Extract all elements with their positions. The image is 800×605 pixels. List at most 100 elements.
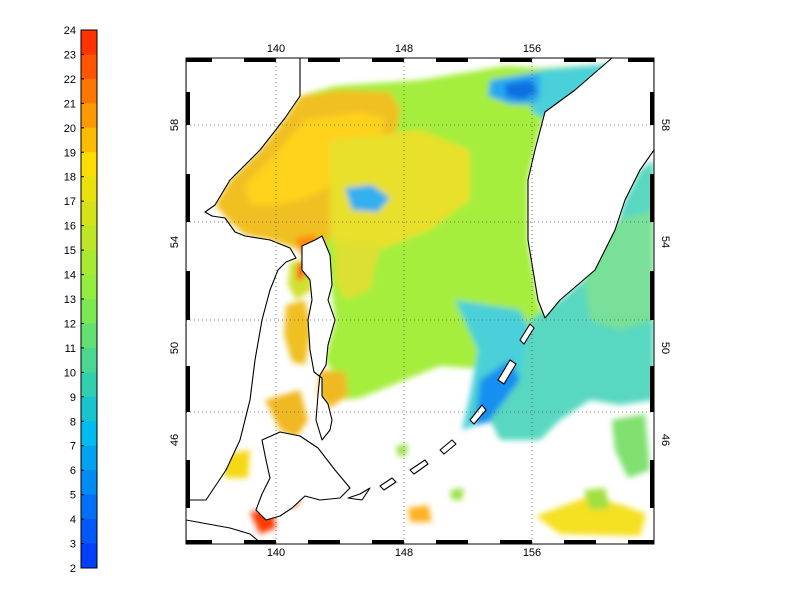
colorbar-tick-label: 12 (64, 318, 76, 330)
right-lat-label-50: 50 (659, 342, 671, 354)
border-bar-bottom (308, 540, 340, 544)
land (186, 58, 654, 544)
border-bar-bottom (500, 540, 532, 544)
colorbar-cell (81, 176, 97, 202)
map-border-bars (186, 58, 654, 544)
bottom-lon-labels: 140 148 156 (267, 547, 541, 559)
bottom-lon-label-148: 148 (395, 547, 413, 559)
colorbar-tick-label: 21 (64, 98, 76, 110)
land-kuril-3 (409, 459, 429, 475)
sst-yellow-west (335, 240, 380, 300)
map-panel: 140 148 156 140 148 156 58 54 50 46 58 5… (169, 43, 671, 559)
colorbar-tick-label: 22 (64, 74, 76, 86)
border-bar-top (308, 58, 340, 62)
border-bar-bottom (564, 540, 596, 544)
land-kuril-7 (519, 323, 535, 345)
land-kamchatka (527, 58, 654, 319)
top-lon-label-156: 156 (523, 43, 541, 55)
border-bar-left (186, 271, 190, 320)
colorbar-tick-label: 3 (70, 539, 76, 551)
sst-field (215, 64, 654, 536)
border-bar-left (186, 92, 190, 125)
sst-se-yellow (536, 496, 646, 536)
land-kuril-5 (469, 404, 487, 425)
border-bar-left (186, 174, 190, 222)
colorbar-cell (81, 274, 97, 300)
colorbar-tick-label: 11 (65, 343, 76, 355)
colorbar-tick-label: 13 (64, 294, 76, 306)
colorbar-cell (81, 78, 97, 104)
map-content (186, 58, 654, 544)
land-siberia (186, 58, 301, 501)
colorbar-tick-label: 6 (70, 465, 76, 477)
top-lon-label-148: 148 (395, 43, 413, 55)
sst-green-dot-2 (396, 444, 408, 456)
right-lat-label-46: 46 (659, 434, 671, 446)
colorbar-cell (81, 54, 97, 80)
sst-pacific-east-patch (612, 414, 650, 478)
border-bar-top (500, 58, 532, 62)
left-lat-labels: 58 54 50 46 (169, 119, 181, 446)
colorbar-tick-label: 23 (64, 49, 76, 61)
sst-japan-sea-south (265, 390, 308, 438)
colorbar-tick-label: 18 (64, 172, 76, 184)
colorbar-tick-label: 16 (64, 221, 76, 233)
colorbar-cell (81, 201, 97, 227)
land-kuril-2 (379, 477, 397, 491)
colorbar-tick-label: 8 (70, 416, 76, 428)
right-lat-labels: 58 54 50 46 (659, 119, 671, 446)
colorbar-cell (81, 519, 97, 545)
border-bar-right (650, 271, 654, 320)
sst-aniva (318, 370, 348, 408)
colorbar-cell (81, 347, 97, 373)
colorbar: 24 23 22 21 20 19 18 17 16 15 14 13 12 11 10 9 8 7 6 5 4 3 2 (64, 25, 98, 575)
land-honshu (186, 519, 263, 544)
colorbar-cell (81, 494, 97, 520)
bottom-lon-label-156: 156 (523, 547, 541, 559)
sst-green-dot (450, 488, 464, 500)
sst-pacific (490, 160, 654, 440)
top-lon-labels: 140 148 156 (267, 43, 541, 55)
colorbar-tick-label: 4 (70, 514, 76, 526)
colorbar-cell (81, 470, 97, 496)
left-lat-label-46: 46 (169, 434, 181, 446)
left-lat-label-50: 50 (169, 342, 181, 354)
colorbar-cell (81, 323, 97, 349)
colorbar-cells (81, 30, 97, 569)
sst-se-green (584, 488, 610, 510)
colorbar-cell (81, 445, 97, 471)
colorbar-cell (81, 250, 97, 276)
border-bar-right (650, 92, 654, 125)
border-bar-left (186, 366, 190, 412)
border-bar-bottom (436, 540, 468, 544)
border-bar-bottom (628, 540, 654, 544)
colorbar-cell (81, 127, 97, 153)
colorbar-cell (81, 103, 97, 129)
border-bar-bottom (186, 540, 212, 544)
border-bar-top (186, 58, 212, 62)
colorbar-cell (81, 372, 97, 398)
border-bar-right (650, 460, 654, 508)
colorbar-tick-label: 19 (64, 147, 76, 159)
colorbar-cell (81, 299, 97, 324)
colorbar-tick-label: 9 (70, 392, 76, 404)
border-bar-top (628, 58, 654, 62)
land-kuril-4 (439, 439, 457, 455)
border-bar-top (436, 58, 468, 62)
colorbar-labels: 24 23 22 21 20 19 18 17 16 15 14 13 12 11 10 9 8 7 6 5 4 3 2 (64, 25, 84, 575)
border-bar-top (564, 58, 596, 62)
colorbar-cell (81, 152, 97, 178)
land-sakhalin (301, 235, 336, 441)
colorbar-tick-label: 20 (64, 123, 76, 135)
left-lat-label-58: 58 (169, 119, 181, 131)
border-bar-bottom (244, 540, 276, 544)
land-kuril-1 (347, 487, 371, 501)
sst-south-patch (408, 505, 432, 522)
right-lat-label-54: 54 (659, 236, 671, 248)
colorbar-cell (81, 543, 97, 569)
colorbar-cell (81, 225, 97, 251)
border-bar-bottom (372, 540, 404, 544)
land-hokkaido (255, 431, 351, 521)
